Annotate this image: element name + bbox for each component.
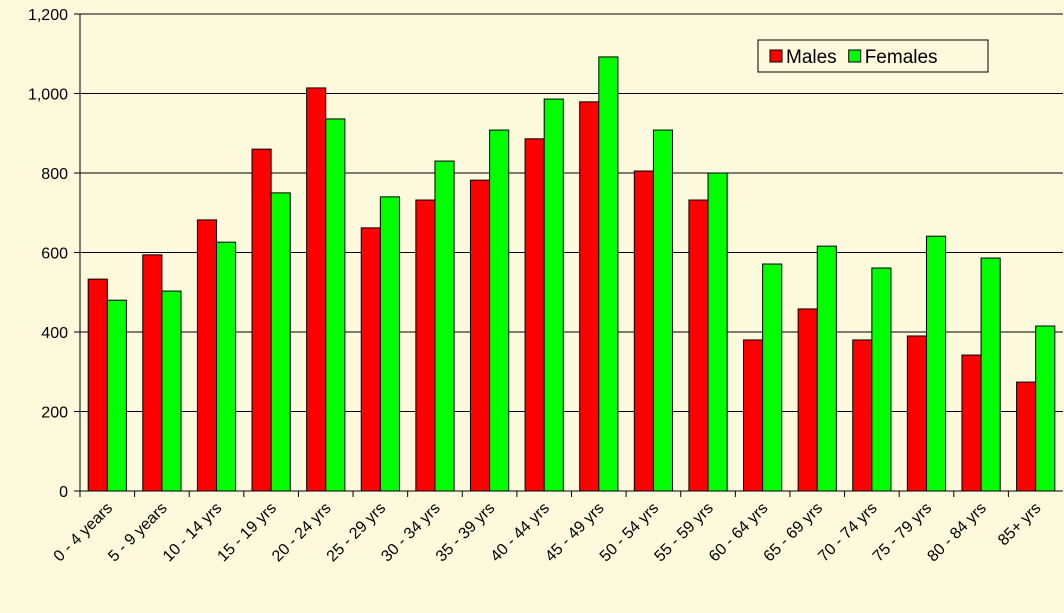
bar	[306, 87, 327, 492]
y-tick-label: 600	[41, 246, 68, 263]
bar	[270, 192, 291, 492]
legend: Males Females	[757, 39, 989, 73]
bar	[489, 129, 510, 492]
x-tick-label: 85+ yrs	[995, 500, 1044, 549]
bar	[980, 257, 1001, 492]
bar	[1035, 325, 1056, 492]
y-tick-label: 400	[41, 325, 68, 342]
legend-label: Males	[786, 47, 837, 68]
bar	[161, 290, 182, 492]
bar	[434, 160, 455, 492]
bar	[251, 148, 272, 492]
bar	[598, 56, 619, 492]
bar	[469, 179, 491, 492]
bar	[743, 339, 764, 492]
bar	[707, 172, 728, 492]
bar	[543, 98, 564, 492]
bar	[816, 245, 837, 492]
bar	[379, 196, 400, 492]
y-tick-label: 200	[41, 405, 68, 422]
bar	[415, 199, 436, 492]
bar	[633, 170, 654, 492]
bar	[925, 235, 947, 492]
bar	[360, 227, 381, 492]
bar	[216, 241, 237, 492]
bar	[961, 354, 982, 492]
y-tick-label: 1,000	[28, 87, 68, 104]
bar	[797, 308, 818, 492]
bar	[325, 118, 346, 492]
bar	[106, 299, 127, 492]
bar	[688, 199, 709, 492]
bar	[652, 129, 674, 492]
y-tick-label: 0	[59, 484, 68, 501]
legend-swatch	[769, 49, 783, 63]
legend-box	[757, 39, 989, 73]
bar	[871, 267, 892, 492]
x-tick-label: 80 - 84 yrs	[924, 500, 989, 565]
bar	[579, 101, 600, 492]
bar	[196, 219, 218, 492]
y-tick-label: 1,200	[28, 7, 68, 24]
bar	[524, 138, 545, 492]
legend-label: Females	[865, 47, 938, 68]
legend-swatch	[848, 49, 862, 63]
bar	[87, 278, 108, 492]
bar	[852, 339, 873, 492]
bar	[906, 335, 927, 492]
y-tick-label: 800	[41, 166, 68, 183]
bar	[1016, 381, 1037, 492]
bar	[142, 254, 163, 492]
bar	[762, 263, 783, 492]
